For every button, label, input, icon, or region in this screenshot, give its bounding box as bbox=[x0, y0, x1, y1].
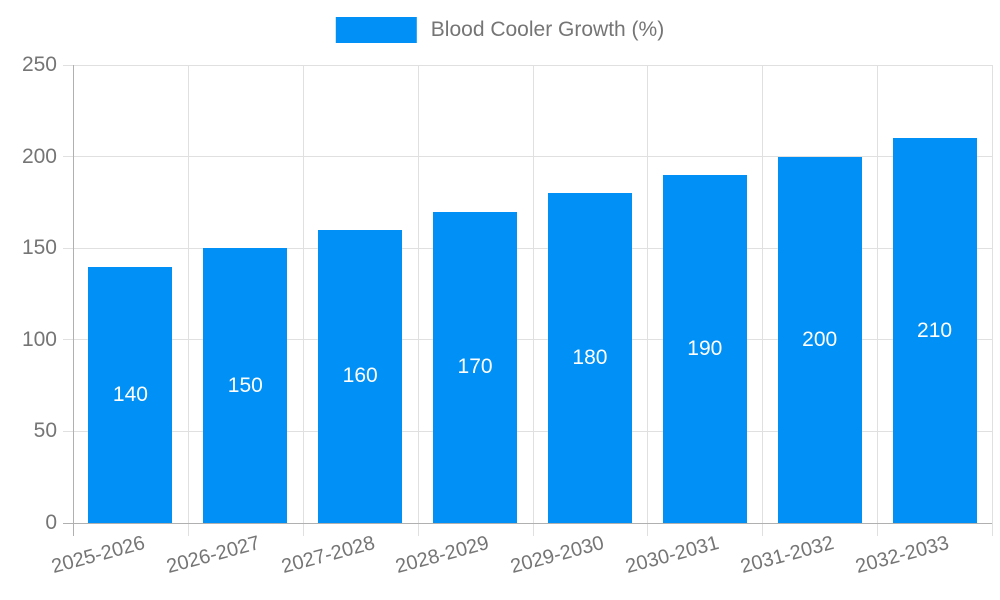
y-tick-label: 0 bbox=[45, 511, 57, 534]
bar-value-label: 170 bbox=[457, 355, 493, 379]
v-gridline bbox=[302, 65, 304, 536]
v-gridline bbox=[647, 65, 649, 536]
v-gridline bbox=[762, 65, 764, 536]
h-gridline bbox=[63, 339, 992, 341]
v-gridline bbox=[187, 65, 189, 536]
bar-value-label: 150 bbox=[227, 373, 263, 397]
x-tick-label: 2029-2030 bbox=[508, 532, 607, 579]
h-gridline bbox=[63, 247, 992, 249]
x-tick-label: 2030-2031 bbox=[623, 532, 722, 579]
bar[interactable] bbox=[318, 229, 403, 523]
bar[interactable] bbox=[777, 156, 862, 523]
x-tick-label: 2032-2033 bbox=[853, 532, 952, 579]
legend-label: Blood Cooler Growth (%) bbox=[430, 18, 665, 41]
x-tick-label: 2026-2027 bbox=[163, 532, 263, 579]
v-gridline bbox=[532, 65, 534, 536]
bar-value-label: 200 bbox=[802, 327, 838, 351]
bar-value-label: 140 bbox=[112, 382, 148, 406]
y-tick-label: 200 bbox=[21, 144, 57, 168]
x-tick-label: 2025-2026 bbox=[49, 532, 148, 579]
x-tick-label: 2028-2029 bbox=[393, 532, 492, 579]
x-tick-label: 2031-2032 bbox=[738, 532, 837, 579]
v-gridline bbox=[992, 65, 993, 536]
bar-value-label: 160 bbox=[342, 364, 378, 388]
bar-value-label: 190 bbox=[687, 336, 723, 360]
legend-swatch bbox=[335, 17, 417, 43]
y-axis-line bbox=[73, 65, 74, 536]
y-tick-label: 150 bbox=[21, 236, 57, 260]
y-tick-label: 50 bbox=[33, 419, 57, 443]
bar[interactable] bbox=[547, 193, 632, 523]
bar[interactable] bbox=[662, 174, 747, 523]
h-gridline bbox=[63, 64, 992, 66]
x-tick-label: 2027-2028 bbox=[278, 532, 377, 579]
h-gridline bbox=[63, 430, 992, 432]
bar[interactable] bbox=[203, 248, 288, 523]
bar-value-label: 180 bbox=[572, 346, 608, 370]
bar-value-label: 210 bbox=[917, 318, 953, 342]
v-gridline bbox=[417, 65, 419, 536]
v-gridline bbox=[877, 65, 879, 536]
x-axis-line bbox=[63, 522, 992, 524]
y-tick-label: 250 bbox=[21, 53, 57, 76]
y-tick-label: 100 bbox=[21, 327, 57, 351]
legend[interactable]: Blood Cooler Growth (%) bbox=[335, 17, 665, 43]
bar[interactable] bbox=[892, 138, 977, 523]
bar[interactable] bbox=[433, 211, 518, 523]
bar[interactable] bbox=[88, 266, 173, 523]
h-gridline bbox=[63, 156, 992, 158]
